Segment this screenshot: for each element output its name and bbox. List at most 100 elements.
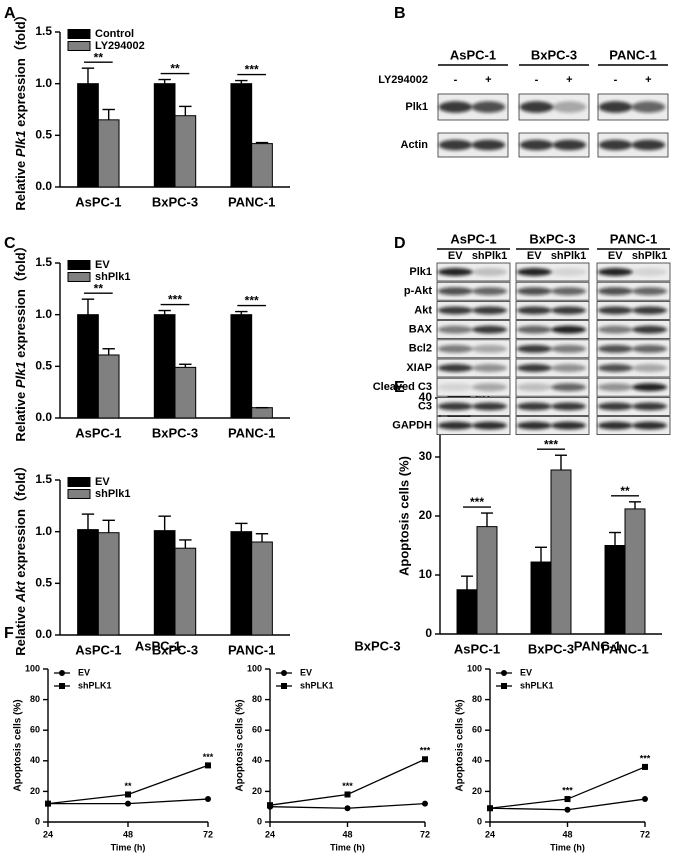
marker [125,800,131,807]
bar [153,530,176,636]
y-tick-label: 100 [25,663,40,673]
blot-band [437,325,473,334]
blot-band [631,139,666,151]
legend-marker [501,670,507,676]
panel-label: B [394,5,406,22]
legend-label: EV [78,667,90,677]
bar [174,547,197,636]
significance-label: ** [94,281,104,295]
error-bar [179,539,192,549]
error-bar [179,363,192,368]
panel-label: E [394,379,405,396]
blot-band [552,139,587,151]
legend-label: shPLK1 [300,680,334,690]
legend-label: EV [520,667,532,677]
blot-band [551,364,587,372]
significance-label: *** [544,437,558,451]
line-chart: 0 20 40 60 80 100 Apoptosis cells (%) 24 48 72 Tim… [455,638,651,852]
legend-swatch [67,489,91,499]
panel-label: A [4,5,16,22]
blot-band [632,402,668,411]
row-label: Plk1 [409,266,432,278]
y-tick-label: 80 [30,694,40,704]
y-axis-label: Relative Plk1 expression（fold） [13,239,28,441]
y-axis-label-part: Relative [13,157,28,210]
blot-band [519,139,554,151]
error-bar [158,78,171,84]
marker [344,805,351,812]
lane-label: EV [608,250,623,262]
x-tick-label: BxPC-3 [528,641,574,656]
legend-marker [59,683,65,689]
blot-band [516,325,552,334]
row-label: Cleaved C3 [373,381,432,393]
lane-label: + [566,74,572,86]
bar [153,83,176,188]
blot-band [516,421,552,430]
x-axis-label: Time (h) [330,842,365,852]
blot-band [597,364,633,372]
legend-label: EV [95,476,110,488]
y-tick-label: 0 [257,816,262,826]
significance-label: *** [245,63,259,77]
significance-label: ** [124,781,132,791]
legend-label: shPlk1 [95,488,130,500]
row-label: Akt [414,304,432,316]
error-bar [81,298,95,315]
line-chart: 0 20 40 60 80 100 Apoptosis cells (%) 24 48 72 Tim… [235,638,431,852]
y-axis-label: Relative Plk1 expression（fold） [13,8,28,210]
x-tick-label: 72 [203,829,213,839]
row-label: GAPDH [392,420,432,432]
blot-band [551,268,587,276]
legend-marker [281,670,287,676]
blot-band [471,139,506,151]
y-tick-label: 1.0 [35,307,52,321]
bar [97,532,120,636]
bar [174,366,197,419]
y-tick-label: 0.0 [35,179,52,193]
y-tick-label: 80 [472,694,482,704]
treatment-label: LY294002 [378,74,428,86]
y-axis-label-part: expression（fold） [13,239,28,361]
blot-band [437,364,473,372]
y-tick-label: 1.0 [35,524,52,538]
marker [344,791,351,798]
blot-band [632,287,668,296]
panel-label: D [394,235,406,252]
western-blot: AsPC-1 BxPC-3 PANC-1 EV shPlk1 EV shPlk1 EV shPl… [373,231,671,436]
lane-label: - [454,74,458,86]
bar [230,83,253,188]
blot-band [551,402,587,411]
y-axis-label-part: expression（fold） [13,8,28,130]
x-tick-label: 48 [342,829,352,839]
blot-band [598,139,633,151]
marker [564,806,571,813]
y-axis-label: Apoptosis cells (%) [396,456,411,576]
blot-band [472,287,508,296]
error-bar [255,533,269,542]
y-axis-label-part: Relative [13,602,28,655]
row-label: Actin [401,139,429,151]
blot-band [472,306,508,315]
y-tick-label: 100 [247,663,262,673]
x-axis-label: Time (h) [550,842,585,852]
lane-label: shPlk1 [551,250,586,262]
cell-line-label: PANC-1 [609,47,656,62]
marker [422,800,428,807]
error-bar [81,67,95,84]
y-axis-label: Apoptosis cells (%) [235,699,246,791]
bar-chart: 0.0 0.5 1.0 1.5 Relative Akt expression（fold… [13,459,290,657]
row-label: Plk1 [405,101,428,113]
error-bar [554,454,567,470]
panel-label: F [4,625,14,642]
blot-band [516,402,552,411]
blot-band [632,325,668,334]
bar [251,407,273,419]
x-tick-label: 48 [562,829,572,839]
y-tick-label: 20 [252,786,262,796]
significance-label: *** [420,746,431,756]
legend-marker [59,670,65,676]
error-bar [102,348,115,355]
y-tick-label: 80 [252,694,262,704]
error-bar [609,531,622,546]
